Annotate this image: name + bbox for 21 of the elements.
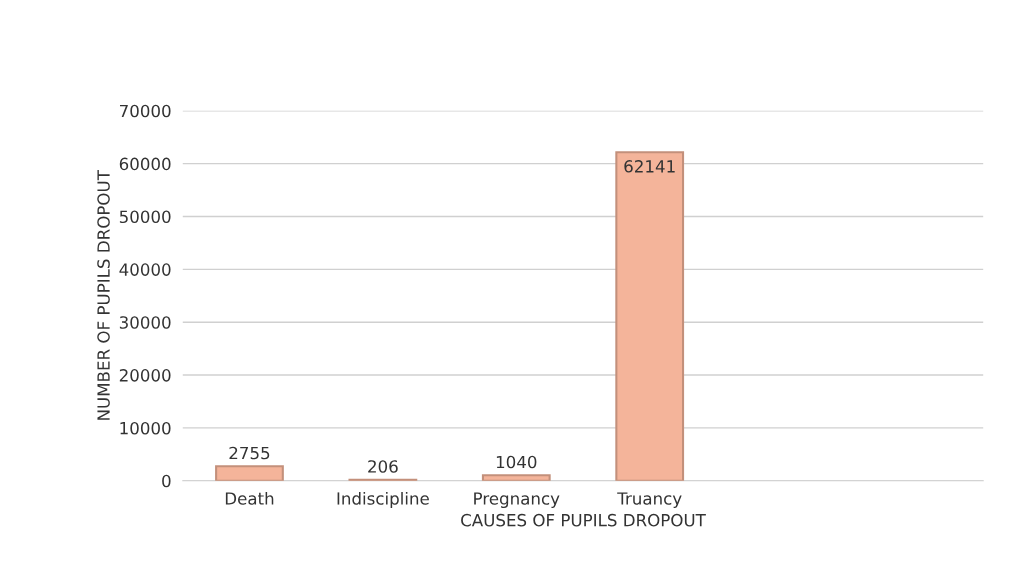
bar [481,474,551,481]
data-label: 62141 [624,160,675,173]
x-tick-label: Death [225,491,274,505]
bar [615,151,685,481]
x-axis-title: CAUSES OF PUPILS DROPOUT [461,513,706,527]
data-label: 206 [368,460,398,473]
data-label: 1040 [496,455,537,469]
y-tick-label: 40000 [119,263,171,276]
y-tick-label: 70000 [119,104,171,118]
x-tick-label: Truancy [617,492,682,509]
y-tick-label: 50000 [119,210,171,224]
y-tick-label: 20000 [119,369,171,382]
x-tick-label: Pregnancy [474,492,560,509]
y-axis-title: NUMBER OF PUPILS DROPOUT [97,170,110,420]
y-tick-label: 60000 [119,157,171,171]
y-tick-label: 0 [162,474,171,488]
y-tick-label: 10000 [120,421,171,435]
bar [215,465,284,481]
x-tick-label: Indiscipline [337,491,429,509]
data-label: 2755 [229,446,270,460]
y-tick-label: 30000 [119,316,171,329]
